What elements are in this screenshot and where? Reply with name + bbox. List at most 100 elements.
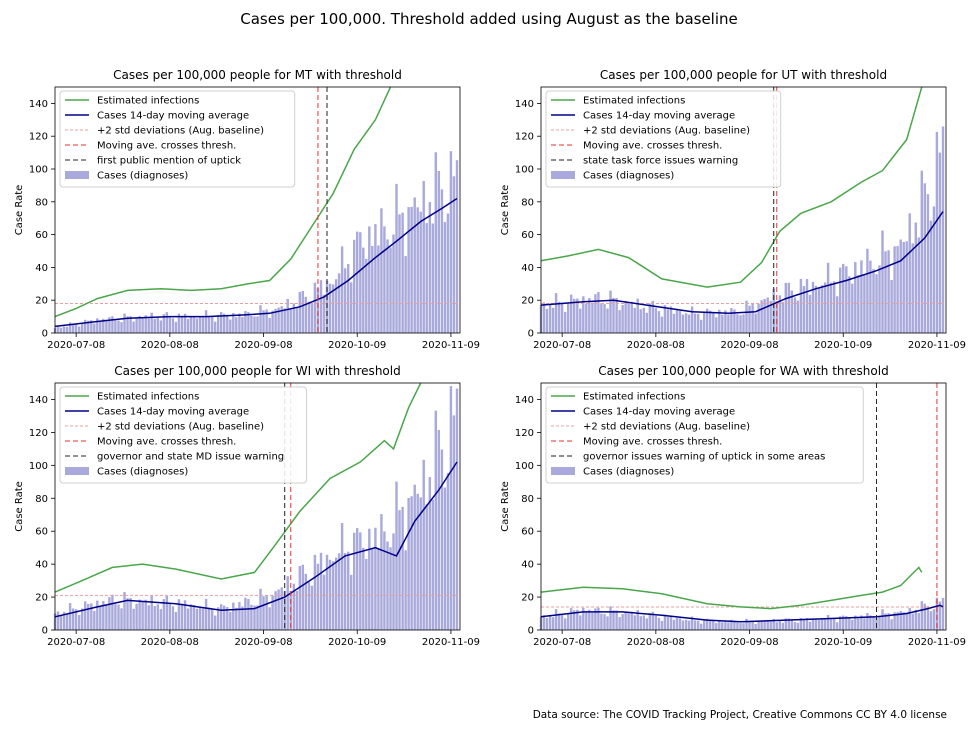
case-bar (422, 181, 425, 333)
case-bar (833, 619, 836, 630)
case-bar (863, 618, 866, 630)
case-bar (542, 615, 546, 630)
case-bar (709, 619, 712, 630)
y-tick-label: 120 (29, 428, 48, 439)
y-tick-label: 80 (521, 494, 534, 505)
case-bar (597, 607, 600, 630)
case-bar (286, 576, 289, 630)
case-bar (642, 307, 646, 333)
case-bar (340, 246, 344, 333)
case-bar (365, 258, 368, 333)
case-bar (690, 306, 694, 333)
case-bar (59, 327, 63, 333)
case-bar (368, 226, 371, 333)
case-bar (425, 223, 428, 333)
case-bar (687, 314, 691, 333)
case-bar (434, 152, 438, 333)
case-bar (814, 285, 818, 333)
case-bar (860, 615, 863, 630)
case-bar (899, 239, 902, 333)
case-bar (307, 301, 311, 333)
case-bar (114, 604, 117, 630)
case-bar (99, 606, 102, 630)
case-bar (923, 183, 927, 333)
case-bar (440, 189, 444, 333)
case-bar (334, 557, 338, 630)
case-bar (715, 317, 718, 333)
y-tick-label: 40 (35, 560, 48, 571)
case-bar (389, 547, 392, 630)
y-tick-label: 20 (35, 296, 48, 307)
case-bar (126, 316, 129, 333)
case-bar (274, 308, 277, 333)
case-bar (681, 620, 685, 630)
legend-label: Estimated infections (583, 96, 685, 107)
x-tick-label: 2020-11-09 (908, 637, 966, 648)
case-bar (446, 473, 450, 630)
case-bar (322, 294, 326, 333)
y-tick-label: 0 (528, 626, 534, 637)
y-tick-label: 120 (515, 428, 534, 439)
case-bar (675, 617, 679, 630)
case-bar (413, 197, 416, 333)
case-bar (860, 260, 863, 333)
case-bar (636, 610, 639, 630)
case-bar (693, 620, 697, 630)
case-bar (204, 598, 208, 630)
case-bar (700, 319, 703, 333)
legend-label: +2 std deviations (Aug. baseline) (583, 422, 750, 433)
case-bar (920, 601, 924, 630)
case-bar (576, 298, 579, 333)
case-bar (615, 610, 618, 630)
case-bar (123, 592, 126, 630)
y-tick-label: 20 (521, 593, 534, 604)
case-bar (129, 316, 132, 333)
case-bar (742, 314, 745, 333)
case-bar (941, 597, 945, 630)
case-bar (823, 619, 827, 630)
case-bar (893, 246, 896, 333)
y-axis-label: Case Rate (14, 481, 25, 532)
case-bar (594, 608, 597, 630)
case-bar (554, 293, 558, 333)
case-bar (796, 622, 800, 630)
case-bar (108, 597, 111, 630)
case-bar (295, 308, 299, 333)
y-tick-label: 100 (515, 461, 534, 472)
case-bar (839, 267, 842, 333)
case-bar (283, 308, 286, 333)
y-tick-label: 140 (515, 99, 534, 110)
case-bar (359, 532, 362, 630)
case-bar (313, 554, 317, 630)
case-bar (551, 307, 555, 333)
case-bar (168, 316, 172, 333)
case-bar (271, 595, 274, 630)
legend-label: Cases (diagnoses) (97, 171, 188, 182)
case-bar (645, 618, 649, 630)
case-bar (280, 306, 283, 333)
case-bar (805, 618, 809, 630)
case-bar (71, 608, 75, 630)
case-bar (99, 321, 102, 333)
case-bar (639, 616, 642, 630)
case-bar (147, 318, 150, 333)
case-bar (651, 611, 655, 630)
case-bar (684, 313, 688, 333)
case-bar (657, 311, 661, 333)
case-bar (365, 559, 368, 630)
case-bar (923, 603, 927, 630)
case-bar (244, 597, 247, 630)
case-bar (392, 234, 395, 333)
case-bar (935, 131, 939, 333)
case-bar (220, 604, 223, 630)
case-bar (703, 620, 706, 630)
case-bar (386, 239, 389, 333)
case-bar (603, 614, 606, 630)
infections-line (54, 86, 392, 318)
legend-box (59, 90, 296, 188)
case-bar (751, 620, 754, 630)
case-bar (204, 310, 208, 333)
case-bar (669, 306, 673, 333)
case-bar (68, 603, 72, 630)
case-bar (854, 262, 857, 333)
